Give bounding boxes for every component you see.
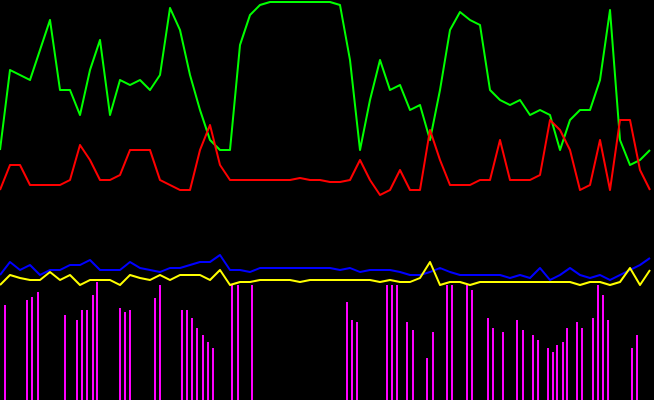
bar (4, 305, 6, 400)
bar (31, 297, 33, 400)
line (0, 261, 651, 286)
bar (37, 292, 39, 400)
bar (522, 330, 524, 400)
bar (631, 348, 633, 400)
bar (547, 348, 549, 400)
bar (576, 322, 578, 400)
bar (186, 310, 188, 400)
bar (346, 302, 348, 400)
bar (502, 332, 504, 400)
bar (516, 320, 518, 400)
bar (386, 285, 388, 400)
bar (487, 318, 489, 400)
bar (181, 310, 183, 400)
bar (636, 335, 638, 400)
bar (597, 285, 599, 400)
line (0, 1, 651, 166)
bar (81, 310, 83, 400)
bar (92, 295, 94, 400)
bar (396, 285, 398, 400)
line (0, 254, 651, 281)
bar (129, 310, 131, 400)
bar (592, 318, 594, 400)
bar (212, 348, 214, 400)
line (0, 119, 651, 196)
bar (466, 285, 468, 400)
bar (76, 320, 78, 400)
bar (451, 285, 453, 400)
bar (581, 328, 583, 400)
bar (537, 340, 539, 400)
bar (556, 345, 558, 400)
bar (566, 328, 568, 400)
bar (119, 308, 121, 400)
bar (159, 285, 161, 400)
bar (191, 318, 193, 400)
bar (607, 320, 609, 400)
bar (202, 335, 204, 400)
bar (492, 328, 494, 400)
bar (237, 285, 239, 400)
bar (86, 310, 88, 400)
bar (96, 282, 98, 400)
bar (532, 335, 534, 400)
bar (446, 285, 448, 400)
bar (426, 358, 428, 400)
bar (196, 328, 198, 400)
bar (207, 342, 209, 400)
bar (124, 312, 126, 400)
bar (552, 352, 554, 400)
bar (391, 285, 393, 400)
bar (154, 298, 156, 400)
bar (231, 285, 233, 400)
bar (471, 290, 473, 400)
bar (64, 315, 66, 400)
bar (562, 342, 564, 400)
bar (351, 320, 353, 400)
bar (412, 330, 414, 400)
bar (432, 332, 434, 400)
bar (356, 322, 358, 400)
bar (406, 322, 408, 400)
bar (26, 300, 28, 400)
bar (251, 285, 253, 400)
bar (602, 295, 604, 400)
